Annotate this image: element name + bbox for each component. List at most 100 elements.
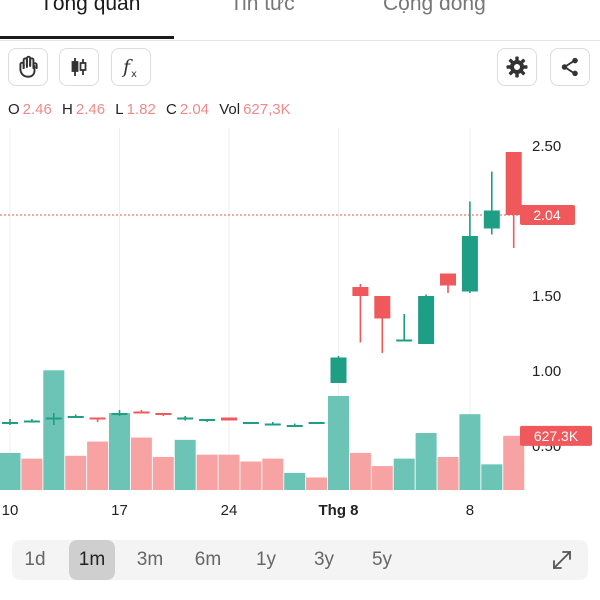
candle-body (2, 422, 18, 424)
candle-body (264, 423, 281, 426)
tab-bar: Tổng quan Tin tức Cộng đồng (0, 0, 600, 41)
volume-bar (284, 472, 306, 490)
current-volume-tag-label: 627.3K (534, 428, 579, 444)
candle (286, 423, 303, 427)
volume-bar (87, 441, 109, 490)
current-price-tag-label: 2.04 (533, 207, 560, 223)
candle-body (155, 413, 172, 415)
candle (199, 419, 216, 422)
active-tab-indicator (0, 36, 174, 39)
share-button[interactable] (550, 48, 590, 86)
range-5y[interactable]: 5y (371, 549, 393, 570)
high-value: 2.46 (75, 101, 106, 118)
candlestick-icon (71, 58, 87, 76)
candle-body (330, 357, 347, 383)
volume-bar (43, 370, 65, 490)
candle (89, 417, 106, 422)
open-value: 2.46 (22, 101, 52, 118)
candle-body (45, 417, 62, 420)
volume-bar (503, 435, 525, 490)
x-tick-label: 8 (466, 502, 474, 519)
range-6m[interactable]: 6m (194, 549, 222, 570)
chart-type-button[interactable] (59, 48, 99, 86)
tab-news[interactable]: Tin tức (230, 0, 295, 15)
candle (221, 417, 237, 421)
svg-text:f: f (121, 56, 133, 78)
volume-bar (371, 466, 393, 490)
candle (352, 284, 369, 343)
candle-body (111, 413, 128, 415)
candle-body (461, 236, 478, 292)
expand-icon (553, 551, 571, 569)
volume-bar (21, 458, 43, 490)
candle (308, 422, 325, 424)
candle (111, 410, 128, 416)
candle (264, 422, 281, 426)
high-label: H (62, 101, 73, 118)
low-label: L (115, 101, 124, 118)
low-value: 1.82 (126, 101, 156, 118)
candle (45, 413, 62, 425)
candle (23, 419, 40, 423)
close-label: C (165, 101, 177, 118)
open-label: O (8, 101, 20, 118)
volume-bar (109, 413, 130, 490)
range-3y[interactable]: 3y (313, 549, 335, 570)
volume-bar (174, 439, 196, 490)
range-1m[interactable]: 1m (69, 540, 115, 580)
candle (505, 152, 522, 248)
candle-body (440, 273, 456, 286)
current-volume-tag (520, 425, 592, 446)
candle-body (67, 416, 84, 418)
share-icon (561, 57, 578, 77)
candle (155, 413, 172, 416)
volume-bar (393, 458, 415, 490)
range-1y[interactable]: 1y (255, 549, 277, 570)
draw-tool-button[interactable] (8, 48, 48, 86)
range-3m[interactable]: 3m (136, 549, 164, 570)
candle (418, 294, 435, 344)
range-1d[interactable]: 1d (24, 549, 46, 570)
function-icon: f x (121, 56, 137, 80)
candle-body (199, 419, 216, 421)
candle-body (242, 422, 259, 424)
volume-bar (152, 456, 174, 490)
volume-value: 627,3K (243, 101, 291, 118)
candle-body (418, 296, 435, 344)
candle (67, 414, 84, 418)
indicators-button[interactable]: f x (111, 48, 151, 86)
current-price-tag (520, 205, 575, 225)
volume-bar (240, 461, 262, 490)
x-tick-label: Thg 8 (319, 502, 359, 519)
volume-bar (65, 455, 87, 490)
candle (483, 171, 500, 235)
y-tick-label: 1.00 (532, 363, 561, 380)
candle-body (133, 411, 150, 414)
candle-body (177, 417, 194, 420)
hand-icon (19, 55, 38, 78)
candle (177, 416, 194, 421)
volume-bar (328, 395, 349, 490)
gear-icon (506, 56, 528, 78)
settings-button[interactable] (497, 48, 537, 86)
volume-bar (415, 433, 437, 490)
y-tick-label: 2.50 (532, 138, 561, 155)
tab-community[interactable]: Cộng đồng (383, 0, 486, 15)
candle-body (89, 417, 106, 420)
volume-bar (262, 458, 284, 490)
x-tick-label: 17 (111, 502, 128, 519)
close-value: 2.04 (179, 101, 210, 118)
candle-body (221, 417, 237, 421)
candle (2, 419, 18, 425)
tab-overview[interactable]: Tổng quan (40, 0, 141, 15)
x-tick-label: 24 (221, 502, 238, 519)
x-tick-label: 10 (2, 502, 19, 519)
candle-body (374, 296, 391, 319)
candle (440, 273, 456, 293)
candle-body (352, 287, 369, 296)
fullscreen-button[interactable] (550, 548, 574, 572)
volume-bar (0, 452, 21, 490)
candle-body (286, 425, 303, 427)
candle (374, 296, 391, 353)
